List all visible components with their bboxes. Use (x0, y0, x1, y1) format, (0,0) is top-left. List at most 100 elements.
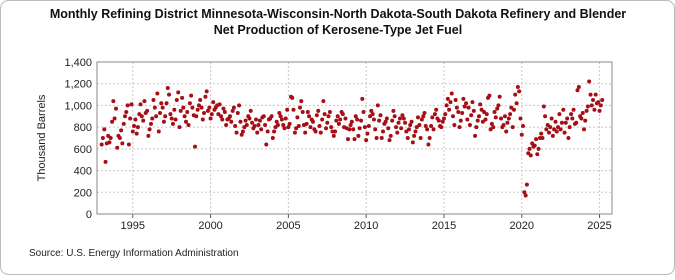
data-point (244, 122, 249, 127)
data-point (304, 121, 309, 126)
data-point (290, 95, 295, 100)
data-point (243, 118, 248, 123)
data-point (598, 103, 603, 108)
data-point (493, 115, 498, 120)
data-point (142, 99, 147, 104)
x-tick-label: 1995 (121, 220, 145, 232)
data-point (119, 128, 124, 133)
data-point (574, 120, 579, 125)
data-point (406, 127, 411, 132)
data-point (229, 119, 234, 124)
data-point (513, 92, 518, 97)
data-point (163, 114, 168, 119)
data-point (211, 100, 216, 105)
data-point (292, 130, 297, 135)
data-point (505, 120, 510, 125)
data-point (576, 84, 581, 89)
data-point (240, 129, 245, 134)
data-point (156, 129, 161, 134)
data-point (365, 131, 370, 136)
data-point (562, 130, 567, 135)
data-point (299, 99, 304, 104)
data-point (265, 129, 270, 134)
data-point (348, 122, 353, 127)
data-point (254, 117, 259, 122)
data-point (272, 129, 277, 134)
data-point (453, 98, 458, 102)
data-point (148, 121, 153, 126)
data-point (264, 142, 269, 147)
data-point (233, 124, 238, 129)
data-point (189, 93, 194, 98)
data-point (141, 118, 146, 123)
data-point (317, 124, 322, 129)
data-point (237, 103, 242, 108)
data-point (169, 116, 174, 121)
data-point (457, 125, 462, 130)
data-point (466, 105, 471, 110)
data-point (478, 102, 483, 107)
data-point (571, 107, 576, 112)
data-point (524, 182, 529, 187)
x-tick-label: 2020 (510, 220, 534, 232)
data-point (177, 125, 182, 130)
data-point (506, 116, 511, 121)
data-point (356, 133, 361, 138)
data-point (204, 89, 209, 94)
data-point (357, 126, 362, 131)
data-point (270, 136, 275, 140)
data-point (510, 125, 515, 130)
data-point (103, 159, 108, 164)
data-point (207, 105, 212, 110)
data-point (432, 112, 437, 117)
data-point (125, 103, 130, 108)
data-point (553, 119, 558, 124)
data-point (359, 118, 364, 123)
data-point (413, 129, 418, 134)
data-point (421, 114, 426, 119)
data-point (295, 115, 300, 120)
data-point (439, 125, 444, 130)
x-tick-label: 2015 (432, 220, 456, 232)
data-point (313, 129, 318, 134)
data-point (228, 114, 233, 119)
data-point (217, 102, 222, 107)
data-point (395, 130, 400, 135)
data-point (584, 108, 589, 113)
data-point (444, 103, 449, 108)
data-point (593, 92, 598, 97)
data-point (176, 90, 181, 95)
data-point (374, 136, 379, 140)
data-point (238, 119, 243, 124)
data-point (492, 109, 497, 114)
data-point (450, 114, 455, 119)
data-point (419, 117, 424, 122)
data-point (124, 109, 129, 114)
data-point (425, 127, 430, 132)
data-point (569, 112, 574, 117)
data-point (556, 125, 561, 130)
data-point (224, 122, 229, 127)
y-tick-label: 600 (74, 144, 92, 156)
data-point (286, 125, 291, 130)
data-point (325, 120, 330, 125)
data-point (255, 130, 260, 135)
data-point (322, 112, 327, 117)
data-point (501, 122, 506, 127)
data-point (316, 108, 321, 113)
y-tick-label: 1,000 (64, 100, 92, 112)
data-point (504, 129, 509, 134)
data-point (300, 109, 305, 114)
data-point (412, 133, 417, 138)
data-point (279, 117, 284, 122)
data-point (371, 117, 376, 122)
data-point (303, 130, 308, 135)
data-point (190, 105, 195, 110)
data-point (100, 136, 105, 140)
data-point (198, 98, 203, 102)
data-point (426, 142, 431, 147)
data-point (155, 91, 160, 96)
data-point (173, 117, 178, 122)
data-point (364, 138, 369, 143)
data-point (552, 127, 557, 132)
